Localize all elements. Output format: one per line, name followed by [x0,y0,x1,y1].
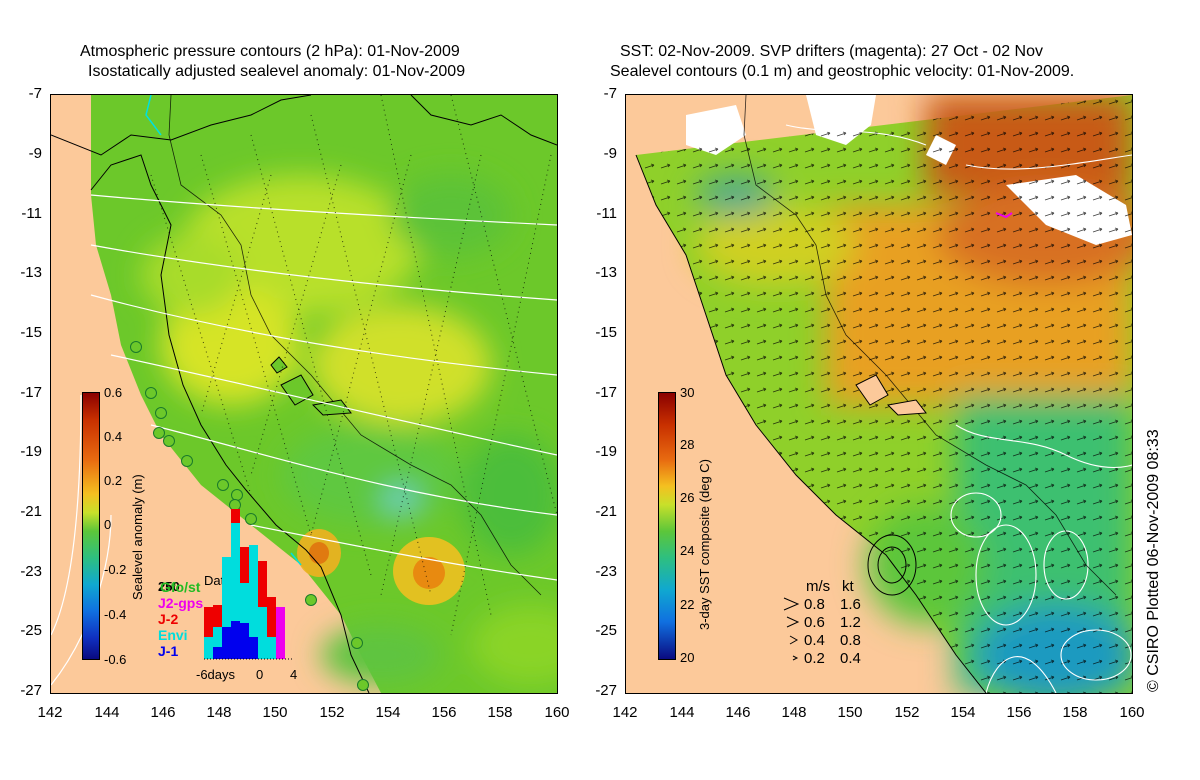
velocity-legend-ms-3: 0.2 [804,650,825,667]
left-lat-tick: -25 [20,622,42,639]
data-count-xtick-start: -6days [196,667,236,682]
sla-tick-2: 0.2 [104,473,123,488]
credit-text: © CSIRO Plotted 06-Nov-2009 08:33 [1145,429,1162,692]
right-title-line1: SST: 02-Nov-2009. SVP drifters (magenta)… [620,43,1043,60]
right-lat-tick: -17 [595,384,617,401]
left-lat-tick: -15 [20,324,42,341]
left-lat-tick: -17 [20,384,42,401]
data-count-legend-j1: J-1 [158,643,179,659]
velocity-legend-kt-1: 1.2 [840,614,861,631]
right-lon-tick: 146 [725,704,751,721]
data-count-legend-gfo: Gfo/st [160,579,201,595]
sealevel-map-graphic [51,95,557,693]
left-title-line2: Isostatically adjusted sealevel anomaly:… [88,63,466,80]
sst-tick-2: 26 [680,490,695,505]
left-lon-tick: 142 [37,704,63,721]
right-lon-tick: 156 [1006,704,1032,721]
right-lat-tick: -7 [603,85,617,102]
right-lon-tick: 158 [1062,704,1088,721]
sst-tick-5: 20 [680,650,695,665]
data-count-legend-envi: Envi [158,627,188,643]
right-lat-tick: -25 [595,622,617,639]
left-lon-tick: 154 [375,704,401,721]
left-lon-tick: 150 [262,704,288,721]
velocity-legend-ms-2: 0.4 [804,632,825,649]
left-lat-tick: -9 [28,145,42,162]
sst-map[interactable] [625,94,1133,694]
sla-tick-0: 0.6 [104,385,123,400]
left-lat-tick: -23 [20,563,42,580]
data-count-inset: 250 Data count Gfo/st J2-gps [158,497,298,687]
velocity-legend-ms-0: 0.8 [804,596,825,613]
right-lon-tick: 154 [950,704,976,721]
left-lat-tick: -13 [20,264,42,281]
velocity-legend-kt-header: kt [842,578,854,595]
sst-colorbar-label: 3-day SST composite (deg C) [697,459,712,630]
left-title-line1: Atmospheric pressure contours (2 hPa): 0… [80,43,460,60]
right-lon-tick: 152 [894,704,920,721]
left-lat-tick: -7 [28,85,42,102]
sla-tick-5: -0.4 [104,607,127,622]
right-lat-tick: -11 [596,205,617,222]
sst-tick-4: 22 [680,597,695,612]
right-lat-tick: -15 [595,324,617,341]
right-lon-tick: 148 [781,704,807,721]
sst-tick-3: 24 [680,543,695,558]
velocity-legend-ms-header: m/s [806,578,831,595]
sla-tick-3: 0 [104,517,112,532]
left-lon-tick: 146 [150,704,176,721]
right-lon-tick: 150 [837,704,863,721]
right-lat-tick: -9 [603,145,617,162]
right-lat-tick: -27 [595,682,617,699]
left-lat-tick: -27 [20,682,42,699]
sla-colorbar-label: Sealevel anomaly (m) [130,474,145,600]
data-count-xtick-zero: 0 [256,667,264,682]
right-lat-tick: -19 [595,443,617,460]
left-lat-tick: -21 [20,503,42,520]
data-count-ymax: 250 [158,579,180,594]
right-lon-tick: 160 [1119,704,1145,721]
velocity-legend-arrows [783,597,800,661]
right-lat-tick: -23 [595,563,617,580]
left-lon-tick: 160 [544,704,570,721]
velocity-legend: m/s kt 0.8 1.6 0.6 1.2 0.4 0.8 0.2 0.4 [780,574,880,674]
left-lat-tick: -11 [21,205,42,222]
sealevel-colorbar [82,392,100,660]
data-count-xtick-end: 4 [290,667,298,682]
velocity-legend-kt-3: 0.4 [840,650,861,667]
sla-tick-4: -0.2 [104,562,127,577]
left-lat-tick: -19 [20,443,42,460]
sla-tick-1: 0.4 [104,429,123,444]
data-count-legend-j2gps: J2-gps [158,595,204,611]
sst-colorbar [658,392,676,660]
right-title-line2: Sealevel contours (0.1 m) and geostrophi… [610,63,1075,80]
right-lon-tick: 144 [669,704,695,721]
left-lon-tick: 144 [94,704,120,721]
velocity-legend-kt-2: 0.8 [840,632,861,649]
left-lon-tick: 156 [431,704,457,721]
velocity-legend-ms-1: 0.6 [804,614,825,631]
left-lon-tick: 148 [206,704,232,721]
data-count-legend-j2: J-2 [158,611,179,627]
right-lon-tick: 142 [612,704,638,721]
sst-tick-0: 30 [680,385,695,400]
right-lat-tick: -13 [595,264,617,281]
sst-map-graphic [626,95,1132,693]
data-count-bars [204,509,294,660]
sla-tick-6: -0.6 [104,652,127,667]
right-lat-tick: -21 [595,503,617,520]
left-lon-tick: 158 [487,704,513,721]
sst-tick-1: 28 [680,437,695,452]
sealevel-anomaly-map[interactable] [50,94,558,694]
left-lon-tick: 152 [319,704,345,721]
velocity-legend-kt-0: 1.6 [840,596,861,613]
